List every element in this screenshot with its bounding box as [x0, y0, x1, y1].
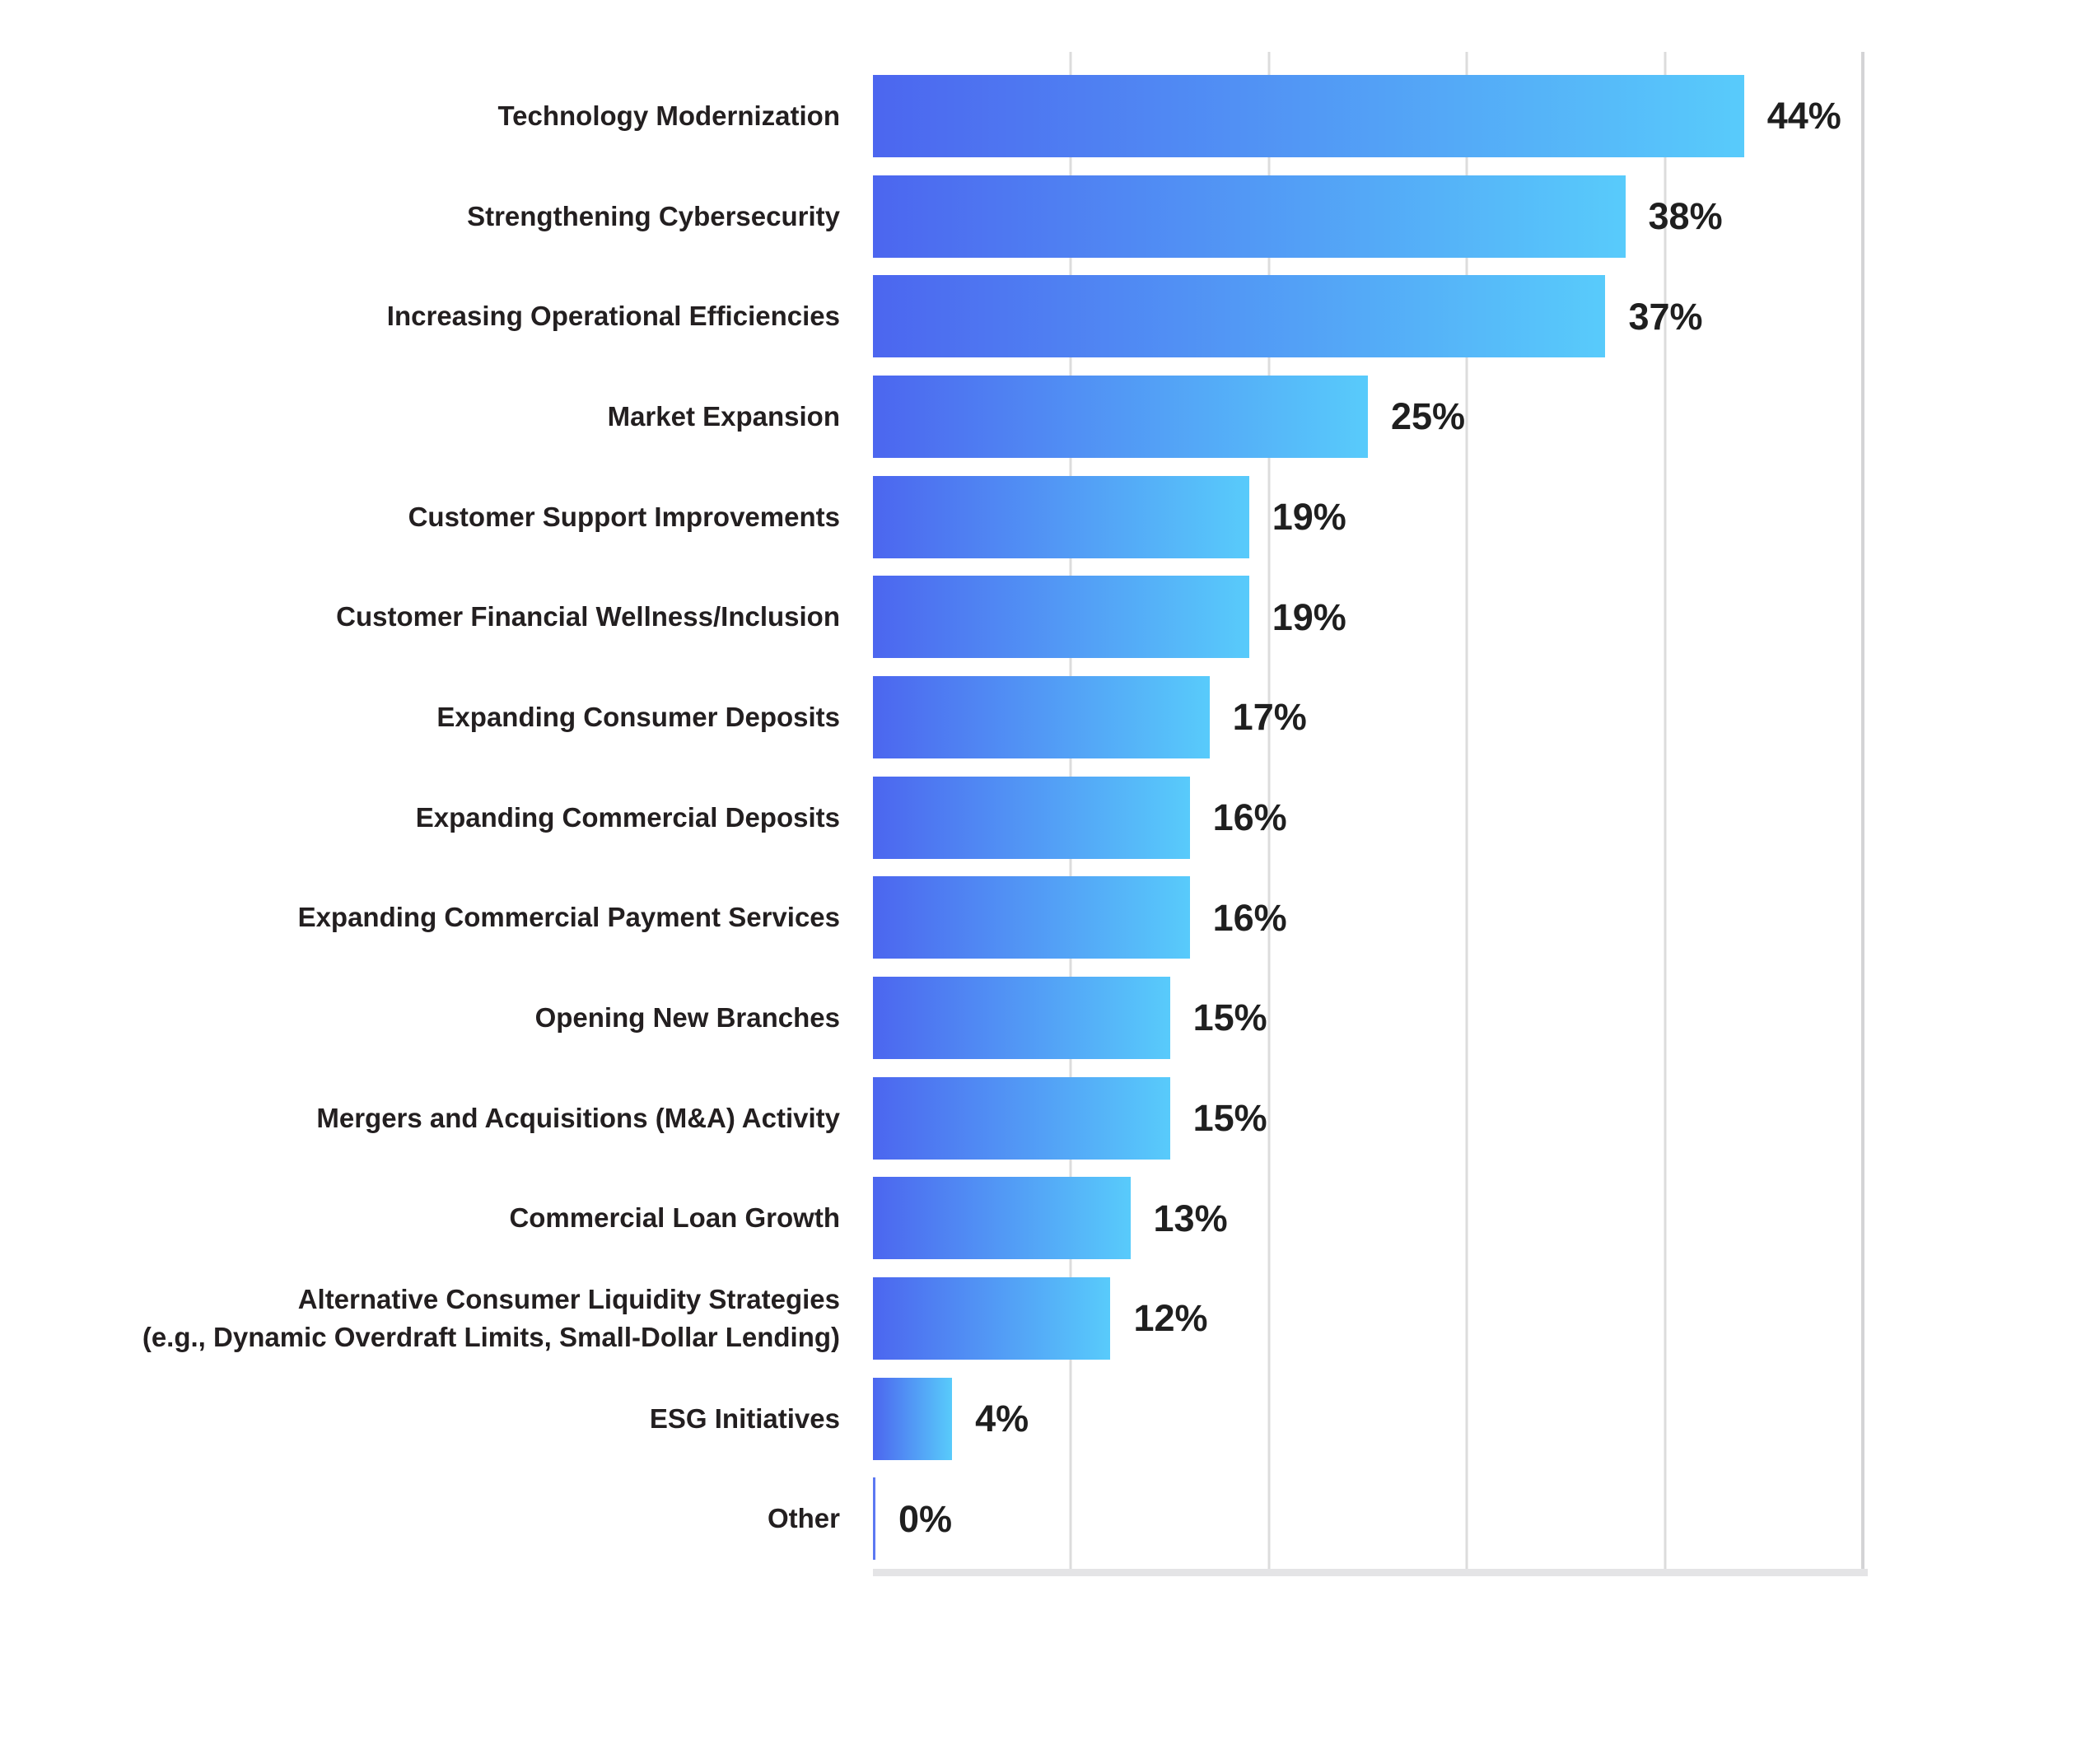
bar-row: 25% — [873, 366, 1863, 467]
category-label: Commercial Loan Growth — [509, 1202, 840, 1234]
category-label: Expanding Commercial Deposits — [415, 801, 840, 833]
value-label: 4% — [975, 1398, 1029, 1440]
category-axis: Technology Modernization Strengthening Cy… — [0, 66, 840, 1569]
value-label: 16% — [1212, 796, 1287, 839]
value-label: 17% — [1232, 696, 1307, 739]
value-label: 15% — [1192, 1097, 1267, 1140]
category-row: Alternative Consumer Liquidity Strategie… — [0, 1268, 840, 1369]
gridline-40-percent — [1664, 52, 1667, 1569]
bar-row: 37% — [873, 266, 1863, 366]
bar-row: 4% — [873, 1369, 1863, 1469]
category-row: Customer Financial Wellness/Inclusion — [0, 567, 840, 667]
bar — [873, 1377, 953, 1460]
category-label: Technology Modernization — [497, 100, 840, 132]
bar-row: 12% — [873, 1268, 1863, 1369]
category-row: Opening New Branches — [0, 968, 840, 1068]
bar-row: 15% — [873, 1068, 1863, 1169]
category-label: Market Expansion — [607, 401, 840, 432]
bars-area: 44% 38% 37% 25% 19% 19% 17% 16% 16% 15% 15% 13% 12% 4… — [873, 66, 1863, 1569]
category-row: Commercial Loan Growth — [0, 1168, 840, 1268]
category-label: Expanding Commercial Payment Services — [297, 902, 840, 933]
bar-row: 19% — [873, 567, 1863, 667]
category-label: Mergers and Acquisitions (M&A) Activity — [316, 1102, 840, 1133]
gridline-20-percent — [1267, 52, 1271, 1569]
bar — [873, 1276, 1111, 1360]
value-label: 25% — [1391, 395, 1466, 438]
value-label: 16% — [1212, 896, 1287, 939]
category-row: Customer Support Improvements — [0, 467, 840, 567]
category-row: Mergers and Acquisitions (M&A) Activity — [0, 1068, 840, 1169]
value-label: 44% — [1766, 95, 1841, 138]
category-label: Other — [767, 1503, 840, 1534]
category-label: Increasing Operational Efficiencies — [386, 301, 840, 332]
bar — [873, 475, 1249, 558]
category-row: Expanding Commercial Deposits — [0, 768, 840, 868]
category-label: Customer Financial Wellness/Inclusion — [336, 601, 840, 632]
category-label: Customer Support Improvements — [408, 501, 840, 532]
value-label: 37% — [1628, 295, 1703, 338]
category-label: ESG Initiatives — [649, 1402, 840, 1434]
gridline-30-percent — [1465, 52, 1468, 1569]
bar-row: 17% — [873, 667, 1863, 768]
category-label: Alternative Consumer Liquidity Strategie… — [142, 1284, 840, 1352]
category-row: ESG Initiatives — [0, 1369, 840, 1469]
value-label: 38% — [1648, 195, 1723, 237]
bar-row: 38% — [873, 166, 1863, 267]
bar — [873, 175, 1626, 258]
bar-row: 16% — [873, 768, 1863, 868]
bar — [873, 776, 1190, 859]
category-row: Expanding Consumer Deposits — [0, 667, 840, 768]
plot-bottom-shadow — [873, 1569, 1868, 1576]
value-label: 0% — [898, 1497, 953, 1540]
bar — [873, 375, 1368, 458]
category-row: Market Expansion — [0, 366, 840, 467]
bar — [873, 576, 1249, 659]
category-row: Expanding Commercial Payment Services — [0, 867, 840, 968]
bar — [873, 675, 1210, 758]
bar — [873, 74, 1744, 157]
bar — [873, 876, 1190, 959]
bar — [873, 275, 1606, 358]
bar-row: 44% — [873, 66, 1863, 166]
bar-row: 13% — [873, 1168, 1863, 1268]
category-label: Expanding Consumer Deposits — [436, 702, 840, 733]
value-label: 19% — [1272, 595, 1346, 638]
category-row: Technology Modernization — [0, 66, 840, 166]
value-label: 12% — [1133, 1297, 1208, 1340]
bar-row: 19% — [873, 467, 1863, 567]
category-row: Other — [0, 1468, 840, 1569]
bar — [873, 1076, 1170, 1160]
plot-right-edge-line — [1861, 52, 1864, 1569]
bar — [873, 976, 1170, 1059]
category-label: Strengthening Cybersecurity — [467, 200, 840, 231]
bar — [873, 1177, 1131, 1260]
bar-row: 15% — [873, 968, 1863, 1068]
category-row: Strengthening Cybersecurity — [0, 166, 840, 267]
value-label: 13% — [1153, 1197, 1228, 1239]
category-label: Opening New Branches — [534, 1002, 840, 1034]
category-row: Increasing Operational Efficiencies — [0, 266, 840, 366]
bar — [873, 1477, 875, 1561]
bar-row: 0% — [873, 1468, 1863, 1569]
value-label: 19% — [1272, 496, 1346, 539]
value-label: 15% — [1192, 996, 1267, 1039]
bar-row: 16% — [873, 867, 1863, 968]
